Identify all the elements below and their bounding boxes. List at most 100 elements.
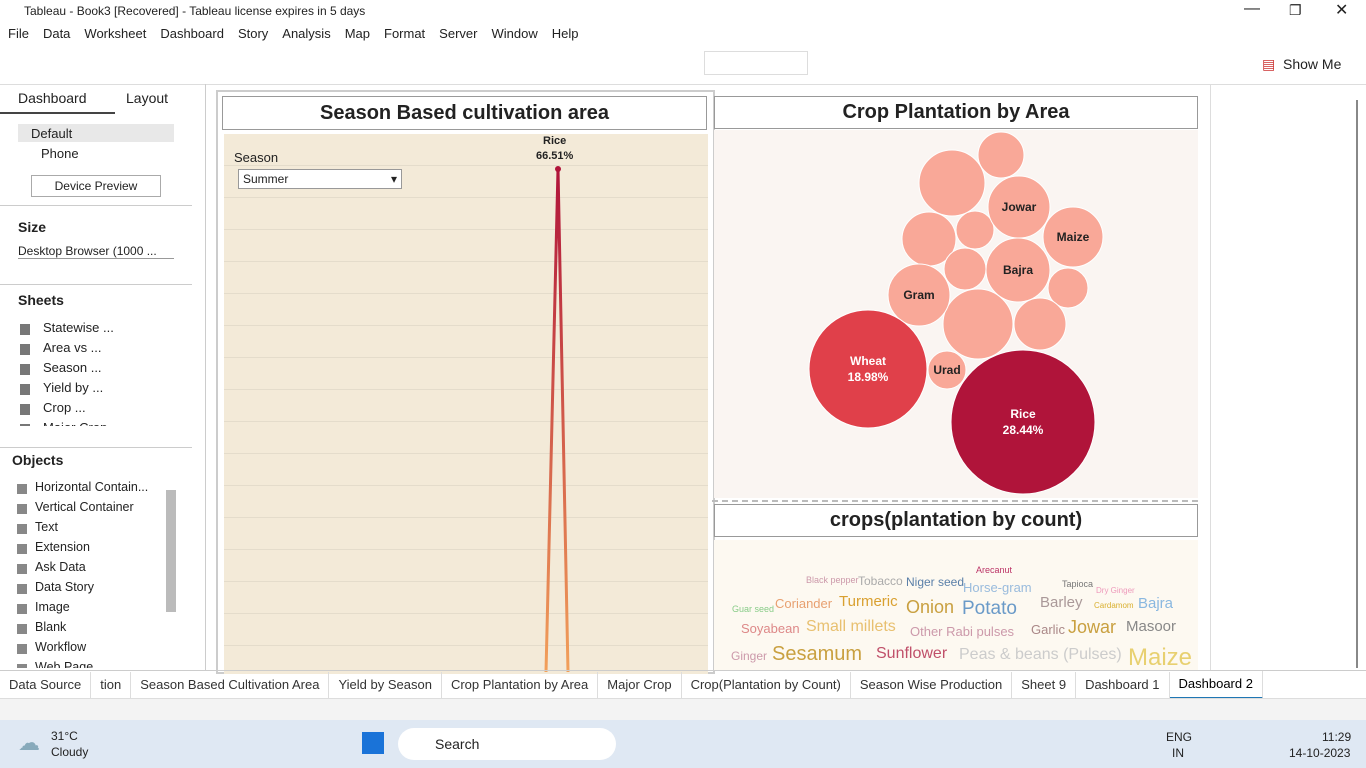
- search: Search: [435, 736, 480, 752]
- filter-label: Season: [234, 150, 279, 165]
- device[interactable]: Phone: [41, 146, 79, 161]
- word-cloud: Black pepper Tobacco Niger seed Arecanut Tap…: [714, 540, 1198, 670]
- sheet-tab[interactable]: Crop Plantation by Area: [442, 672, 599, 698]
- heading: Objects: [12, 452, 64, 468]
- weather: Cloudy: [51, 745, 89, 759]
- minimize[interactable]: —: [1244, 0, 1260, 17]
- object-item[interactable]: Data Story: [16, 580, 166, 600]
- tab[interactable]: Layout: [126, 90, 169, 106]
- object-item[interactable]: Ask Data: [16, 560, 166, 580]
- time: 11:29: [1322, 730, 1352, 744]
- menu-item[interactable]: Window: [491, 26, 538, 41]
- word: Garlic: [1031, 622, 1065, 638]
- sheet-tab[interactable]: Sheet 9: [1012, 672, 1077, 698]
- word: Turmeric: [839, 593, 898, 610]
- temperature: 31°C: [51, 729, 78, 743]
- sheet-tabs: Data Source tion Season Based Cultivation …: [0, 670, 1366, 699]
- show-me[interactable]: Show Me: [1283, 56, 1342, 72]
- word: Black pepper: [806, 574, 859, 585]
- object-item[interactable]: Image: [16, 600, 166, 620]
- word: Sesamum: [772, 643, 863, 665]
- menu-item[interactable]: File: [8, 26, 29, 41]
- word: Niger seed: [906, 574, 965, 589]
- sheet-tab[interactable]: Dashboard 2: [1169, 671, 1263, 699]
- start[interactable]: [362, 732, 384, 754]
- menu-item[interactable]: Story: [237, 26, 269, 41]
- word: Barley: [1040, 594, 1083, 611]
- word: Masoor: [1126, 618, 1177, 635]
- menu-item[interactable]: Analysis: [282, 26, 331, 41]
- sheet-item[interactable]: Statewise ...: [18, 320, 178, 340]
- sheet-item[interactable]: Area vs ...: [18, 340, 178, 360]
- sheet-tab[interactable]: Dashboard 1: [1076, 672, 1170, 698]
- sheet-item[interactable]: Yield by ...: [18, 380, 178, 400]
- object-item[interactable]: Workflow: [16, 640, 166, 660]
- sheet-tab[interactable]: Crop(Plantation by Count): [682, 672, 851, 698]
- word: Tapioca: [1062, 578, 1094, 589]
- search-box[interactable]: Search: [398, 728, 616, 760]
- sheet-item[interactable]: Crop ...: [18, 400, 178, 420]
- tab[interactable]: Dashboard: [18, 90, 87, 106]
- bubble-panel: Crop Plantation by Area: [712, 90, 1198, 502]
- heading: Size: [18, 219, 47, 235]
- word: Onion: [906, 597, 955, 618]
- line: [544, 168, 570, 672]
- object-item[interactable]: Horizontal Contain...: [16, 480, 166, 500]
- toolbar: ▤ Show Me: [0, 46, 1366, 85]
- menu-item[interactable]: Worksheet: [84, 26, 147, 41]
- dropdown[interactable]: [704, 51, 808, 75]
- size-select[interactable]: Desktop Browser (1000 ...: [18, 244, 174, 259]
- restore[interactable]: ❐: [1289, 2, 1302, 18]
- object-item[interactable]: Vertical Container: [16, 500, 166, 520]
- sheet-item[interactable]: Season ...: [18, 360, 178, 380]
- taskbar: ☁ 31°C Cloudy Search ENG IN 11:29 14-10-…: [0, 720, 1366, 768]
- device[interactable]: Default: [31, 126, 73, 141]
- object-item[interactable]: Blank: [16, 620, 166, 640]
- sheet-tab[interactable]: Yield by Season: [329, 672, 442, 698]
- window-title: Tableau - Book3 [Recovered] - Tableau li…: [24, 4, 366, 18]
- filter-value: Summer: [243, 172, 289, 186]
- menu-item[interactable]: Dashboard: [160, 26, 224, 41]
- chart-title: Season Based cultivation area: [222, 96, 707, 130]
- peak-label: Rice: [543, 135, 567, 147]
- word: Dry Ginger: [1096, 586, 1135, 596]
- device-preview[interactable]: Device Preview: [31, 175, 161, 197]
- word: Bajra: [1138, 595, 1174, 612]
- sheet-tab[interactable]: tion: [91, 672, 132, 698]
- side-panel: Dashboard Layout Default Phone Device Pr…: [0, 84, 206, 670]
- menu-item[interactable]: Help: [551, 26, 579, 41]
- word: Ginger: [731, 648, 768, 663]
- object-list: Horizontal Contain... Vertical Container T…: [16, 480, 166, 668]
- object-item[interactable]: Extension: [16, 540, 166, 560]
- season-panel: Season Based cultivation area Season Sum…: [216, 90, 715, 674]
- line-chart: [544, 166, 570, 672]
- word: Maize: [1128, 643, 1193, 670]
- object-item[interactable]: Text: [16, 520, 166, 540]
- peak-value: 66.51%: [536, 150, 574, 162]
- filter-select[interactable]: Summer ▾: [238, 169, 402, 189]
- menu-item[interactable]: Format: [384, 26, 426, 41]
- sheet-tab[interactable]: Data Source: [0, 672, 92, 698]
- sheet-tab[interactable]: Season Based Cultivation Area: [131, 672, 330, 698]
- word-cloud-panel: crops(plantation by count) Black pepper T…: [712, 502, 1198, 670]
- word: Jowar: [1068, 617, 1117, 638]
- word: Cardamom: [1094, 601, 1134, 611]
- close[interactable]: ✕: [1335, 2, 1349, 19]
- weather-icon: ☁: [18, 730, 40, 755]
- word: Guar seed: [732, 603, 775, 614]
- sheet-item[interactable]: Major Crop: [18, 420, 178, 426]
- title-bar: Tableau - Book3 [Recovered] - Tableau li…: [0, 0, 1366, 22]
- show-me-icon[interactable]: ▤: [1262, 56, 1276, 72]
- sheet-tab[interactable]: Season Wise Production: [851, 672, 1013, 698]
- chart-title: Crop Plantation by Area: [714, 96, 1198, 129]
- object-item[interactable]: Web Page: [16, 660, 166, 668]
- word: Peas & beans (Pulses): [959, 646, 1122, 664]
- language: ENG: [1166, 730, 1193, 744]
- menu-item[interactable]: Server: [439, 26, 478, 41]
- menu-item[interactable]: Data: [42, 26, 71, 41]
- sheet-tab[interactable]: Major Crop: [598, 672, 682, 698]
- menu-item[interactable]: Map: [344, 26, 370, 41]
- word: Horse-gram: [963, 580, 1032, 596]
- word: Potato: [962, 597, 1017, 619]
